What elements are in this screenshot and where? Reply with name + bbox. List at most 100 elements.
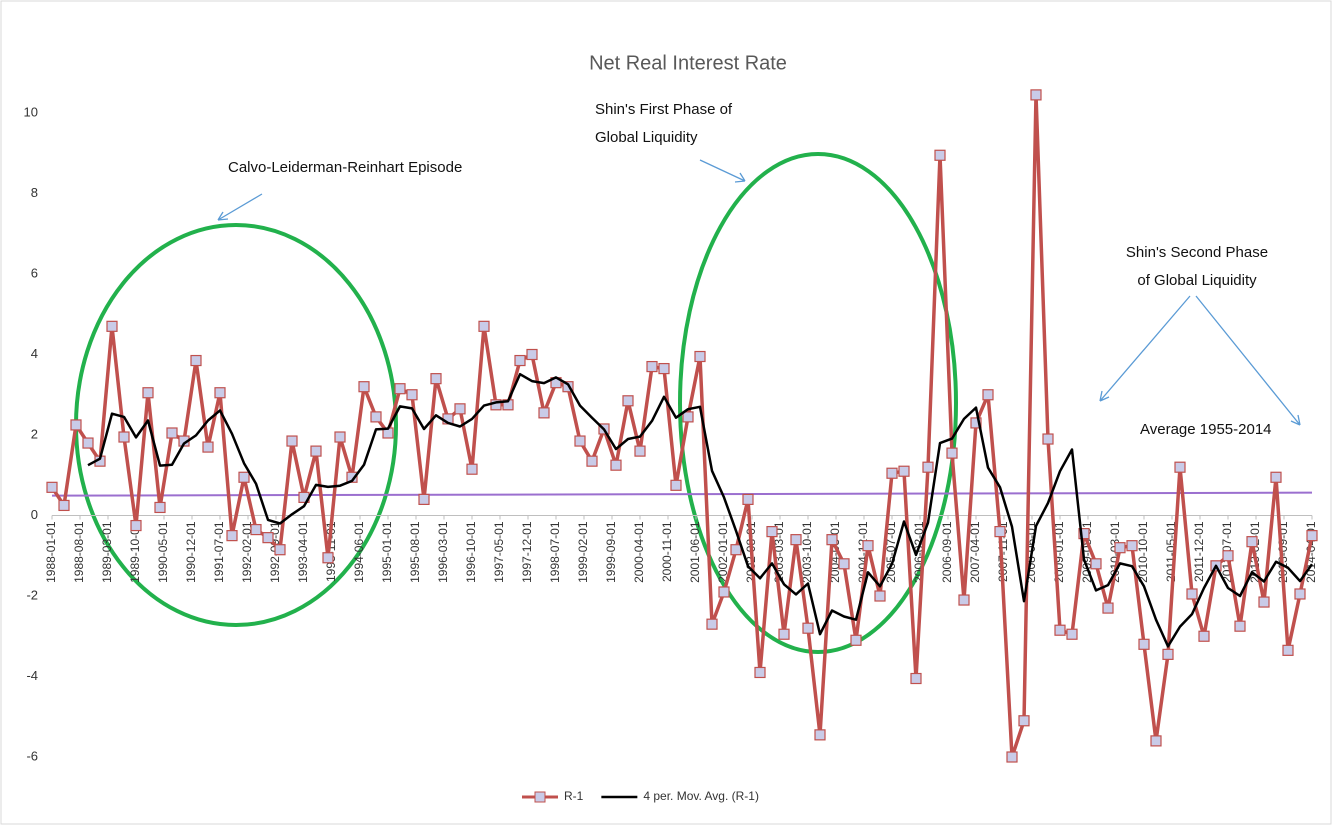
data-point — [1198, 630, 1210, 642]
data-point — [358, 381, 370, 393]
data-point — [1138, 638, 1150, 650]
x-tick-label: 1997-05-01 — [492, 521, 506, 583]
data-point — [526, 348, 538, 361]
data-point — [46, 481, 58, 493]
annotation: of Global Liquidity — [1137, 272, 1257, 289]
x-tick-label: 2000-11-01 — [660, 521, 674, 582]
data-point — [1234, 620, 1246, 632]
x-tick-label: 2005-07-01 — [884, 521, 898, 583]
data-point — [970, 417, 982, 429]
data-point — [1294, 588, 1306, 600]
x-tick-label: 1990-12-01 — [184, 521, 198, 583]
x-tick-label: 2006-09-01 — [940, 521, 954, 583]
data-point — [730, 544, 742, 556]
x-tick-label: 2003-10-01 — [800, 521, 814, 583]
x-tick-label: 2007-04-01 — [968, 521, 982, 583]
y-tick-label: 2 — [31, 426, 38, 441]
annotation: Shin's Second Phase — [1126, 244, 1268, 261]
data-point — [802, 622, 814, 634]
data-point — [478, 320, 490, 332]
data-point — [1018, 715, 1030, 727]
annotation: Shin's First Phase of — [595, 101, 733, 118]
data-point — [58, 499, 70, 512]
y-tick-label: -6 — [26, 748, 38, 763]
data-point — [538, 407, 550, 419]
x-tick-label: 1990-05-01 — [156, 521, 170, 583]
data-point — [862, 540, 874, 552]
data-point — [370, 411, 382, 423]
data-point — [910, 672, 922, 685]
data-point — [262, 532, 274, 544]
x-tick-label: 1996-10-01 — [464, 521, 478, 583]
legend-label: R-1 — [564, 789, 584, 803]
data-point — [1282, 644, 1294, 656]
series-line — [87, 372, 1314, 648]
x-tick-label: 2000-04-01 — [632, 521, 646, 583]
y-tick-label: 8 — [31, 185, 38, 200]
data-point — [958, 594, 970, 606]
data-point — [466, 463, 478, 475]
data-point — [1270, 471, 1282, 483]
data-point — [922, 461, 934, 473]
data-point — [1258, 596, 1270, 608]
data-point — [250, 523, 262, 536]
data-point — [1006, 751, 1018, 763]
x-tick-label: 1988-01-01 — [44, 521, 58, 583]
annotation: Global Liquidity — [595, 129, 698, 146]
arrows — [217, 159, 1301, 426]
data-point — [982, 389, 994, 401]
highlight-ellipse — [678, 152, 958, 654]
x-tick-label: 1989-10-01 — [128, 521, 142, 583]
data-point — [778, 628, 790, 640]
data-point — [574, 435, 586, 447]
y-tick-label: 6 — [31, 265, 38, 280]
data-point — [610, 459, 622, 471]
data-point — [82, 437, 94, 449]
y-tick-label: 10 — [24, 104, 38, 119]
data-point — [1090, 558, 1102, 570]
data-point — [946, 447, 958, 459]
data-point — [634, 445, 646, 457]
data-point — [238, 471, 250, 483]
data-point — [430, 373, 442, 385]
y-tick-label: 0 — [31, 507, 38, 522]
data-point — [658, 362, 670, 375]
data-point — [1030, 89, 1042, 101]
data-point — [994, 525, 1006, 538]
data-point — [334, 431, 346, 443]
data-point — [322, 552, 334, 564]
data-point — [1162, 648, 1174, 660]
data-point — [790, 534, 802, 546]
legend-label: 4 per. Mov. Avg. (R-1) — [643, 789, 759, 803]
data-point — [142, 387, 154, 399]
x-tick-label: 1988-08-01 — [72, 521, 86, 583]
data-point — [934, 149, 946, 161]
data-point — [70, 419, 82, 431]
data-point — [166, 427, 178, 439]
x-tick-label: 2010-10-01 — [1136, 521, 1150, 583]
data-point — [646, 360, 658, 373]
data-point — [682, 411, 694, 423]
arrow — [699, 159, 746, 183]
data-point — [670, 479, 682, 491]
data-point — [226, 530, 238, 542]
average-line — [51, 491, 1313, 497]
data-point — [706, 618, 718, 630]
x-tick-label: 1995-08-01 — [408, 521, 422, 583]
data-point — [826, 534, 838, 546]
data-point — [1246, 536, 1258, 548]
data-point — [1042, 433, 1054, 445]
data-point — [1102, 602, 1114, 614]
data-point — [814, 729, 826, 741]
x-tick-label: 1991-07-01 — [212, 521, 226, 583]
chart-title: Net Real Interest Rate — [589, 52, 787, 74]
data-point — [406, 389, 418, 401]
x-tick-label: 2002-01-01 — [716, 521, 730, 583]
data-point — [766, 525, 778, 538]
data-point — [886, 467, 898, 479]
data-point — [1054, 624, 1066, 636]
data-point — [742, 493, 754, 505]
x-tick-label: 2011-12-01 — [1192, 521, 1206, 582]
data-point — [1174, 461, 1186, 473]
data-point — [1066, 628, 1078, 640]
